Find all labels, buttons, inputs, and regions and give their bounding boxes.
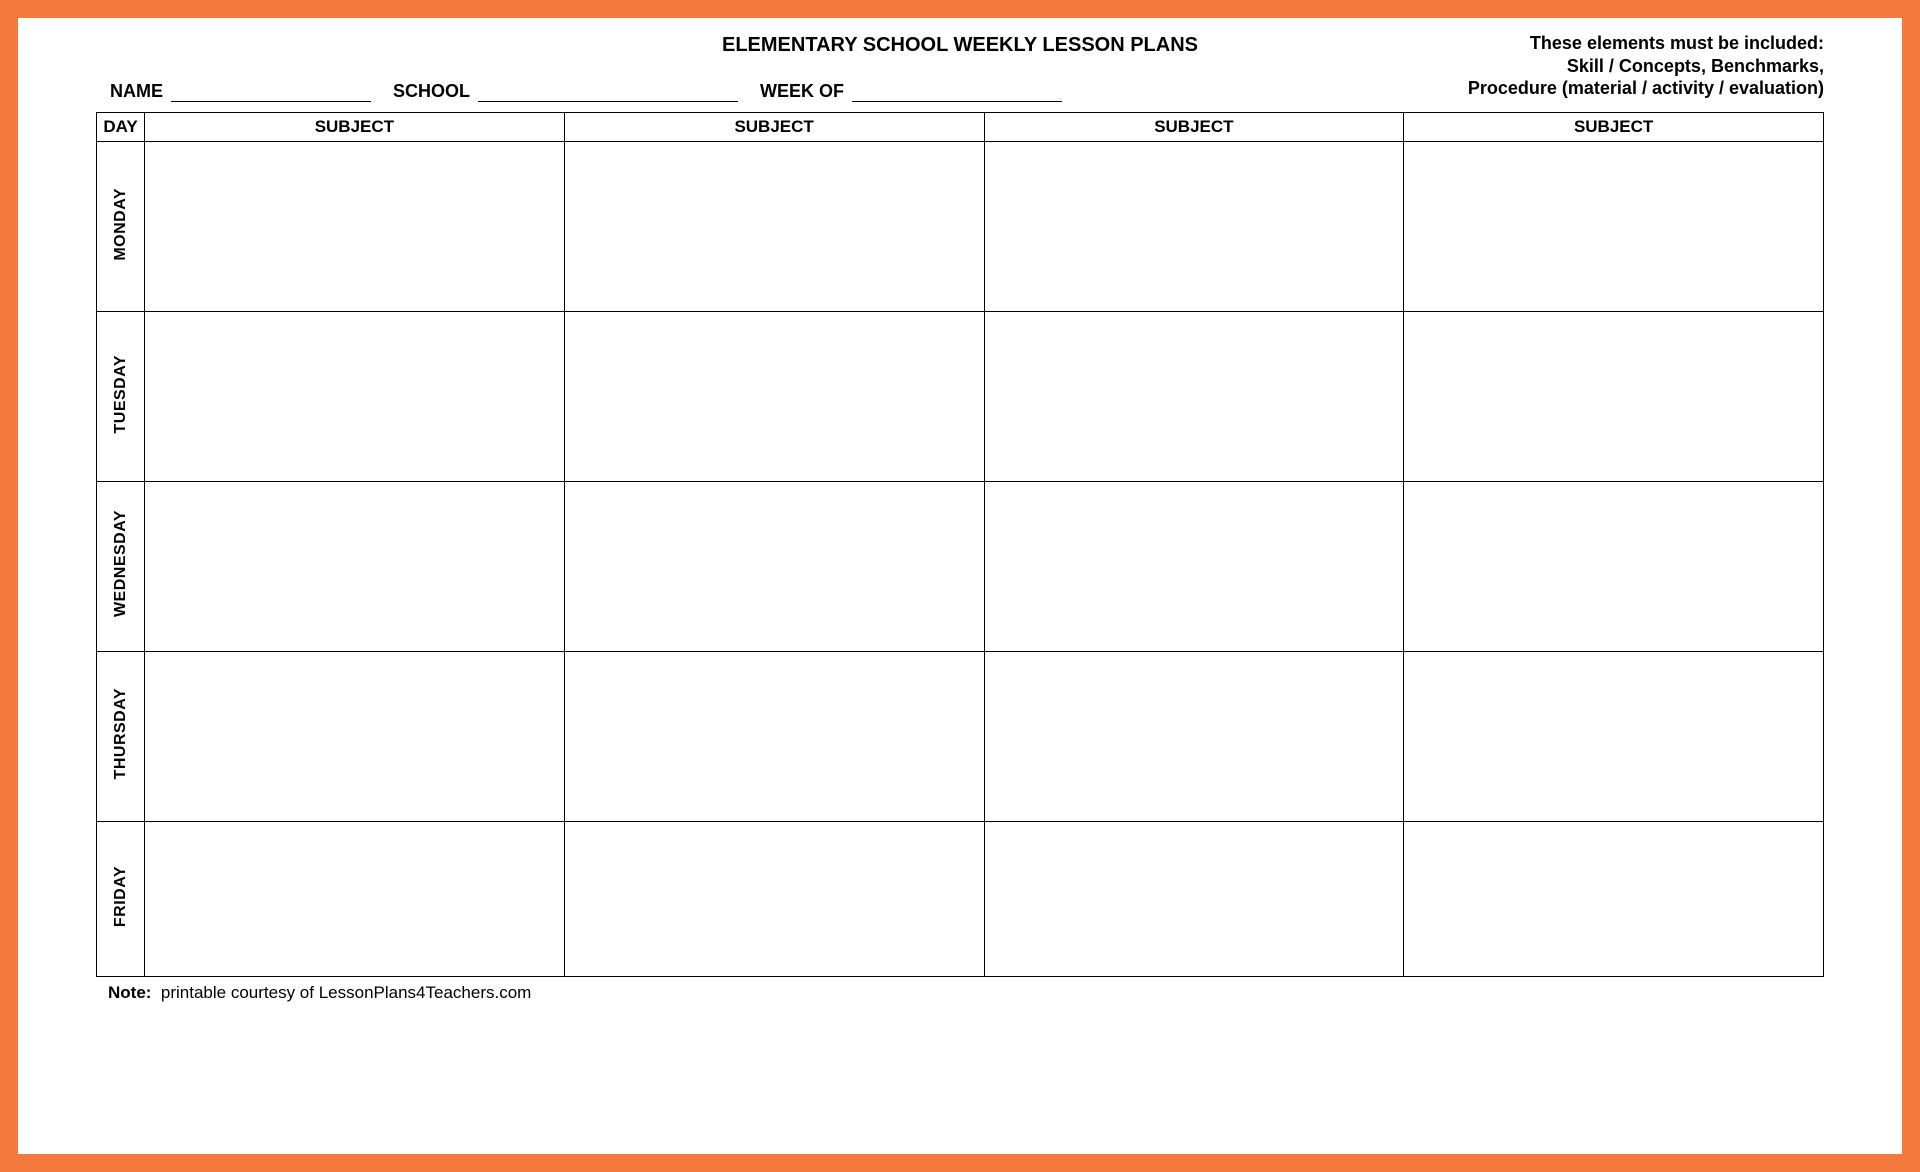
plan-cell[interactable] bbox=[145, 482, 565, 652]
requirements-line-3: Procedure (material / activity / evaluat… bbox=[1468, 77, 1824, 100]
table-row: WEDNESDAY bbox=[97, 482, 1824, 652]
col-header-subject-1: SUBJECT bbox=[145, 113, 565, 142]
day-label: FRIDAY bbox=[112, 866, 130, 927]
day-cell-thursday: THURSDAY bbox=[97, 652, 145, 822]
plan-cell[interactable] bbox=[1404, 482, 1824, 652]
day-cell-tuesday: TUESDAY bbox=[97, 312, 145, 482]
plan-cell[interactable] bbox=[984, 482, 1404, 652]
plan-cell[interactable] bbox=[984, 312, 1404, 482]
plan-cell[interactable] bbox=[984, 652, 1404, 822]
day-label: THURSDAY bbox=[112, 688, 130, 779]
requirements-line-2: Skill / Concepts, Benchmarks, bbox=[1468, 55, 1824, 78]
name-label: NAME bbox=[110, 81, 163, 102]
school-field[interactable] bbox=[478, 84, 738, 102]
plan-cell[interactable] bbox=[1404, 142, 1824, 312]
note-text: printable courtesy of LessonPlans4Teache… bbox=[161, 983, 531, 1002]
frame: ELEMENTARY SCHOOL WEEKLY LESSON PLANS Th… bbox=[0, 0, 1920, 1172]
col-header-subject-2: SUBJECT bbox=[564, 113, 984, 142]
table-header-row: DAY SUBJECT SUBJECT SUBJECT SUBJECT bbox=[97, 113, 1824, 142]
plan-cell[interactable] bbox=[1404, 652, 1824, 822]
footer-note: Note: printable courtesy of LessonPlans4… bbox=[96, 983, 1824, 1003]
week-label: WEEK OF bbox=[760, 81, 844, 102]
plan-cell[interactable] bbox=[1404, 312, 1824, 482]
table-row: TUESDAY bbox=[97, 312, 1824, 482]
col-header-day: DAY bbox=[97, 113, 145, 142]
lesson-plan-table: DAY SUBJECT SUBJECT SUBJECT SUBJECT MOND… bbox=[96, 112, 1824, 977]
plan-cell[interactable] bbox=[145, 312, 565, 482]
plan-cell[interactable] bbox=[145, 142, 565, 312]
day-cell-monday: MONDAY bbox=[97, 142, 145, 312]
form-line: NAME SCHOOL WEEK OF bbox=[110, 81, 1062, 102]
col-header-subject-3: SUBJECT bbox=[984, 113, 1404, 142]
col-header-subject-4: SUBJECT bbox=[1404, 113, 1824, 142]
header: ELEMENTARY SCHOOL WEEKLY LESSON PLANS Th… bbox=[96, 32, 1824, 112]
plan-cell[interactable] bbox=[984, 142, 1404, 312]
page: ELEMENTARY SCHOOL WEEKLY LESSON PLANS Th… bbox=[96, 32, 1824, 1094]
table-row: THURSDAY bbox=[97, 652, 1824, 822]
plan-cell[interactable] bbox=[564, 822, 984, 977]
day-cell-friday: FRIDAY bbox=[97, 822, 145, 977]
school-label: SCHOOL bbox=[393, 81, 470, 102]
plan-cell[interactable] bbox=[564, 312, 984, 482]
week-field[interactable] bbox=[852, 84, 1062, 102]
table-row: MONDAY bbox=[97, 142, 1824, 312]
plan-cell[interactable] bbox=[564, 142, 984, 312]
day-label: TUESDAY bbox=[112, 355, 130, 433]
plan-cell[interactable] bbox=[1404, 822, 1824, 977]
plan-cell[interactable] bbox=[564, 482, 984, 652]
requirements-line-1: These elements must be included: bbox=[1468, 32, 1824, 55]
table-row: FRIDAY bbox=[97, 822, 1824, 977]
plan-cell[interactable] bbox=[145, 652, 565, 822]
plan-cell[interactable] bbox=[564, 652, 984, 822]
plan-cell[interactable] bbox=[984, 822, 1404, 977]
requirements-block: These elements must be included: Skill /… bbox=[1468, 32, 1824, 100]
note-label: Note: bbox=[108, 983, 151, 1002]
plan-cell[interactable] bbox=[145, 822, 565, 977]
day-label: MONDAY bbox=[112, 188, 130, 261]
name-field[interactable] bbox=[171, 84, 371, 102]
day-label: WEDNESDAY bbox=[112, 510, 130, 617]
day-cell-wednesday: WEDNESDAY bbox=[97, 482, 145, 652]
